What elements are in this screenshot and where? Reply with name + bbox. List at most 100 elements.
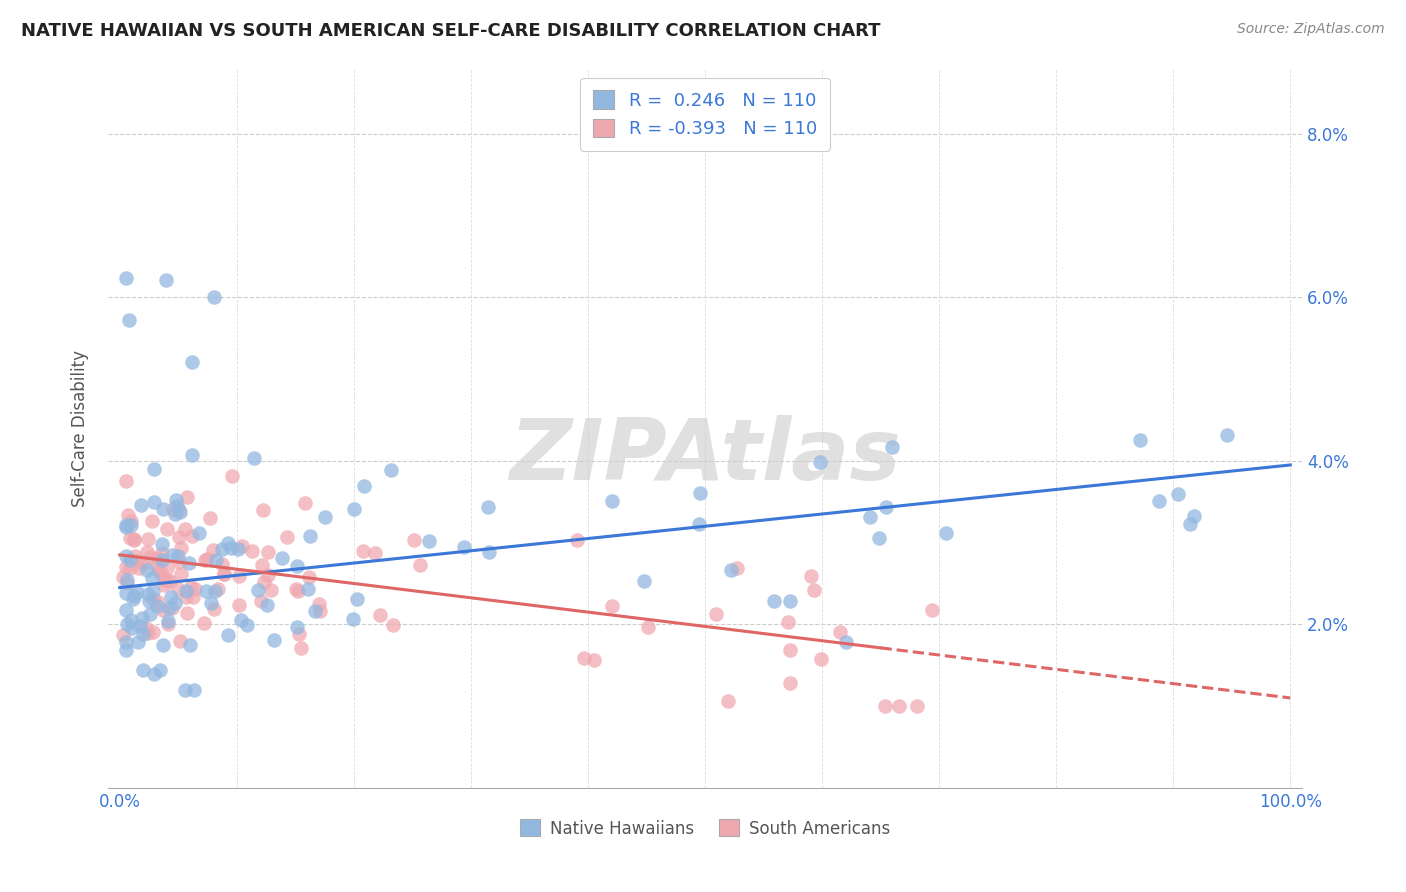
Point	[294, 495, 316, 509]
Point	[195, 583, 218, 598]
Point	[353, 543, 375, 558]
Point	[202, 601, 225, 615]
Text: Source: ZipAtlas.com: Source: ZipAtlas.com	[1237, 22, 1385, 37]
Point	[120, 553, 142, 567]
Point	[169, 505, 191, 519]
Point	[135, 621, 157, 635]
Point	[174, 590, 197, 604]
Point	[1147, 493, 1170, 508]
Y-axis label: Self-Care Disability: Self-Care Disability	[72, 350, 89, 507]
Point	[132, 626, 155, 640]
Point	[125, 553, 148, 567]
Point	[353, 479, 375, 493]
Point	[868, 531, 890, 545]
Point	[211, 557, 233, 571]
Point	[1216, 428, 1239, 442]
Point	[779, 594, 801, 608]
Point	[150, 552, 173, 566]
Point	[114, 642, 136, 657]
Point	[297, 570, 319, 584]
Point	[114, 585, 136, 599]
Point	[135, 544, 157, 558]
Point	[808, 455, 831, 469]
Point	[1182, 508, 1205, 523]
Point	[117, 573, 139, 587]
Point	[600, 494, 623, 508]
Point	[905, 699, 928, 714]
Point	[129, 498, 152, 512]
Point	[167, 555, 190, 569]
Point	[117, 576, 139, 591]
Point	[859, 510, 882, 524]
Point	[212, 566, 235, 581]
Point	[149, 663, 172, 677]
Point	[380, 463, 402, 477]
Point	[152, 638, 174, 652]
Point	[453, 540, 475, 554]
Point	[166, 500, 188, 514]
Point	[193, 552, 215, 566]
Point	[217, 535, 239, 549]
Text: ZIPAtlas: ZIPAtlas	[509, 416, 901, 499]
Point	[142, 461, 165, 475]
Point	[124, 532, 146, 546]
Point	[115, 474, 138, 488]
Point	[308, 597, 330, 611]
Point	[290, 641, 312, 656]
Point	[138, 594, 160, 608]
Point	[136, 532, 159, 546]
Point	[803, 582, 825, 597]
Point	[342, 612, 364, 626]
Point	[156, 574, 179, 588]
Point	[195, 552, 218, 566]
Point	[935, 526, 957, 541]
Point	[828, 624, 851, 639]
Point	[776, 615, 799, 629]
Point	[253, 574, 276, 589]
Point	[211, 542, 233, 557]
Point	[706, 607, 728, 621]
Point	[799, 568, 821, 582]
Point	[181, 355, 204, 369]
Point	[880, 440, 903, 454]
Point	[183, 682, 205, 697]
Point	[246, 582, 269, 597]
Point	[477, 500, 499, 514]
Point	[381, 618, 404, 632]
Point	[142, 667, 165, 681]
Point	[257, 567, 280, 582]
Point	[157, 614, 180, 628]
Point	[152, 573, 174, 587]
Point	[114, 520, 136, 534]
Point	[207, 582, 229, 596]
Point	[176, 490, 198, 504]
Point	[121, 621, 143, 635]
Point	[368, 608, 391, 623]
Point	[141, 571, 163, 585]
Point	[297, 582, 319, 597]
Point	[153, 577, 176, 591]
Point	[304, 604, 326, 618]
Point	[176, 583, 198, 598]
Point	[115, 559, 138, 574]
Point	[127, 634, 149, 648]
Text: NATIVE HAWAIIAN VS SOUTH AMERICAN SELF-CARE DISABILITY CORRELATION CHART: NATIVE HAWAIIAN VS SOUTH AMERICAN SELF-C…	[21, 22, 880, 40]
Point	[152, 603, 174, 617]
Point	[129, 619, 152, 633]
Point	[226, 541, 249, 556]
Point	[159, 591, 181, 605]
Point	[122, 592, 145, 607]
Point	[163, 596, 186, 610]
Point	[167, 503, 190, 517]
Point	[287, 584, 309, 599]
Point	[263, 632, 285, 647]
Point	[120, 518, 142, 533]
Point	[181, 590, 204, 604]
Point	[150, 537, 173, 551]
Point	[180, 580, 202, 594]
Point	[141, 514, 163, 528]
Point	[157, 600, 180, 615]
Point	[179, 638, 201, 652]
Point	[142, 592, 165, 607]
Point	[120, 613, 142, 627]
